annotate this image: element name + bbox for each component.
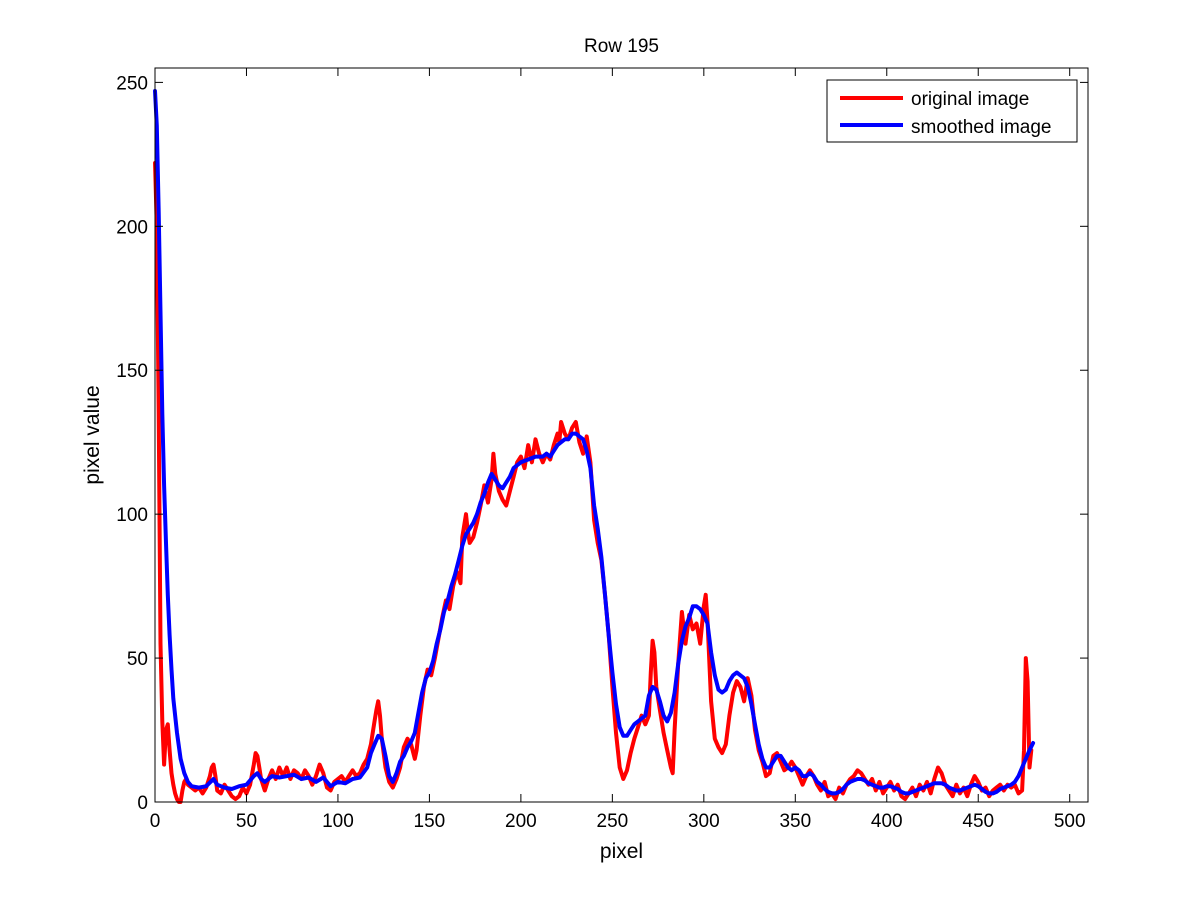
x-axis-ticks: 0 50 100 150 200 250 300 350 400 450 500: [150, 68, 1086, 832]
plot-frame: [154, 67, 1089, 803]
x-tick-label: 500: [1054, 811, 1086, 832]
y-axis-ticks: 0 50 100 150 200 250: [116, 73, 1088, 814]
series-layer: [153, 89, 1036, 804]
x-axis-label: pixel: [600, 840, 643, 863]
axes-layer: [154, 67, 1089, 803]
x-tick-label: 100: [322, 811, 354, 832]
legend-label-smoothed: smoothed image: [911, 117, 1051, 138]
series-line-smoothed: [153, 89, 1036, 796]
y-tick-label: 150: [116, 361, 148, 382]
x-tick-label: 300: [688, 811, 720, 832]
y-tick-label: 200: [116, 217, 148, 238]
y-tick-label: 250: [116, 73, 148, 94]
legend-label-original: original image: [911, 89, 1029, 110]
x-tick-label: 150: [414, 811, 446, 832]
plot-area: [155, 68, 1088, 802]
x-tick-label: 400: [871, 811, 903, 832]
y-tick-label: 100: [116, 505, 148, 526]
x-tick-label: 0: [150, 811, 161, 832]
x-tick-label: 450: [962, 811, 994, 832]
x-tick-label: 350: [779, 811, 811, 832]
x-tick-label: 200: [505, 811, 537, 832]
legend: original image smoothed image: [826, 79, 1078, 143]
x-tick-label: 50: [236, 811, 257, 832]
y-tick-label: 50: [127, 649, 148, 670]
chart-title: Row 195: [584, 36, 659, 57]
legend-box: [826, 79, 1078, 143]
x-tick-label: 250: [597, 811, 629, 832]
y-axis-label: pixel value: [81, 385, 104, 484]
y-tick-label: 0: [137, 793, 148, 814]
